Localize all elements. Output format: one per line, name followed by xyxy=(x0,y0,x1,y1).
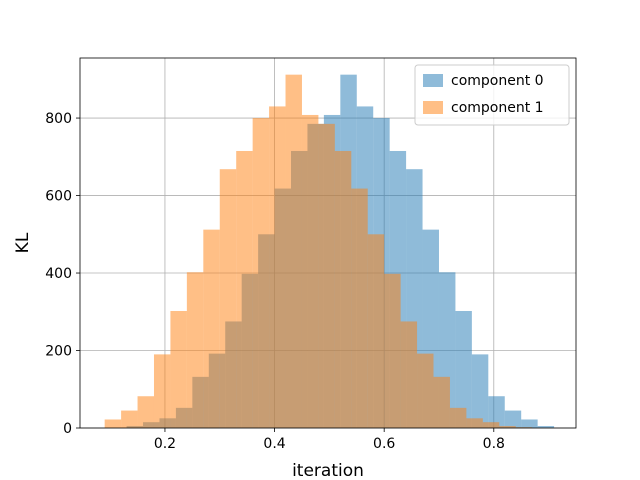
bar-series-0 xyxy=(471,354,489,428)
bar-series-0 xyxy=(488,396,505,428)
legend-swatch-1 xyxy=(423,101,443,114)
bar-series-1 xyxy=(482,422,500,428)
x-tick-label: 0.4 xyxy=(263,436,285,452)
y-tick-label: 600 xyxy=(45,189,72,205)
bar-series-1 xyxy=(104,419,122,428)
x-axis-label: iteration xyxy=(292,461,364,480)
bar-series-1 xyxy=(153,354,171,428)
bar-series-1 xyxy=(466,418,483,428)
histogram-bars xyxy=(104,74,555,429)
bar-series-1 xyxy=(236,150,253,428)
legend: component 0 component 1 xyxy=(414,64,570,126)
x-tick-label: 0.8 xyxy=(483,436,505,452)
bar-series-0 xyxy=(537,426,555,428)
bar-series-1 xyxy=(367,234,385,428)
bar-series-1 xyxy=(417,353,434,428)
legend-label-1: component 1 xyxy=(451,100,544,116)
y-tick-label: 800 xyxy=(45,111,72,127)
bar-series-1 xyxy=(499,426,516,428)
bar-series-0 xyxy=(521,419,538,428)
x-tick-label: 0.6 xyxy=(373,436,395,452)
x-tick-label: 0.2 xyxy=(154,436,176,452)
bar-series-1 xyxy=(449,407,467,428)
bar-series-1 xyxy=(121,410,138,428)
bar-series-1 xyxy=(137,396,154,428)
bar-series-1 xyxy=(269,106,286,428)
y-tick-label: 200 xyxy=(45,344,72,360)
bar-series-1 xyxy=(285,74,302,429)
bar-series-1 xyxy=(400,321,418,428)
y-axis-ticks: 0 200 400 600 800 xyxy=(45,111,80,437)
bar-series-1 xyxy=(252,118,270,428)
bar-series-0 xyxy=(455,310,472,428)
bar-series-1 xyxy=(219,169,237,428)
bar-series-1 xyxy=(301,114,319,428)
bar-series-1 xyxy=(334,150,352,428)
legend-label-0: component 0 xyxy=(451,73,544,89)
y-tick-label: 400 xyxy=(45,266,72,282)
bar-series-1 xyxy=(318,123,335,428)
legend-swatch-0 xyxy=(423,74,443,87)
y-tick-label: 0 xyxy=(63,421,72,437)
x-axis-ticks: 0.2 0.4 0.6 0.8 xyxy=(154,428,505,452)
bar-series-1 xyxy=(433,376,450,428)
bar-series-1 xyxy=(384,273,401,428)
plot-frame xyxy=(79,57,577,429)
bar-series-0 xyxy=(504,410,522,428)
bar-series-1 xyxy=(170,310,187,428)
bar-series-1 xyxy=(186,272,204,428)
bar-series-1 xyxy=(351,188,368,428)
y-axis-label: KL xyxy=(13,232,33,253)
bar-series-1 xyxy=(203,229,220,428)
legend-box xyxy=(414,64,570,126)
